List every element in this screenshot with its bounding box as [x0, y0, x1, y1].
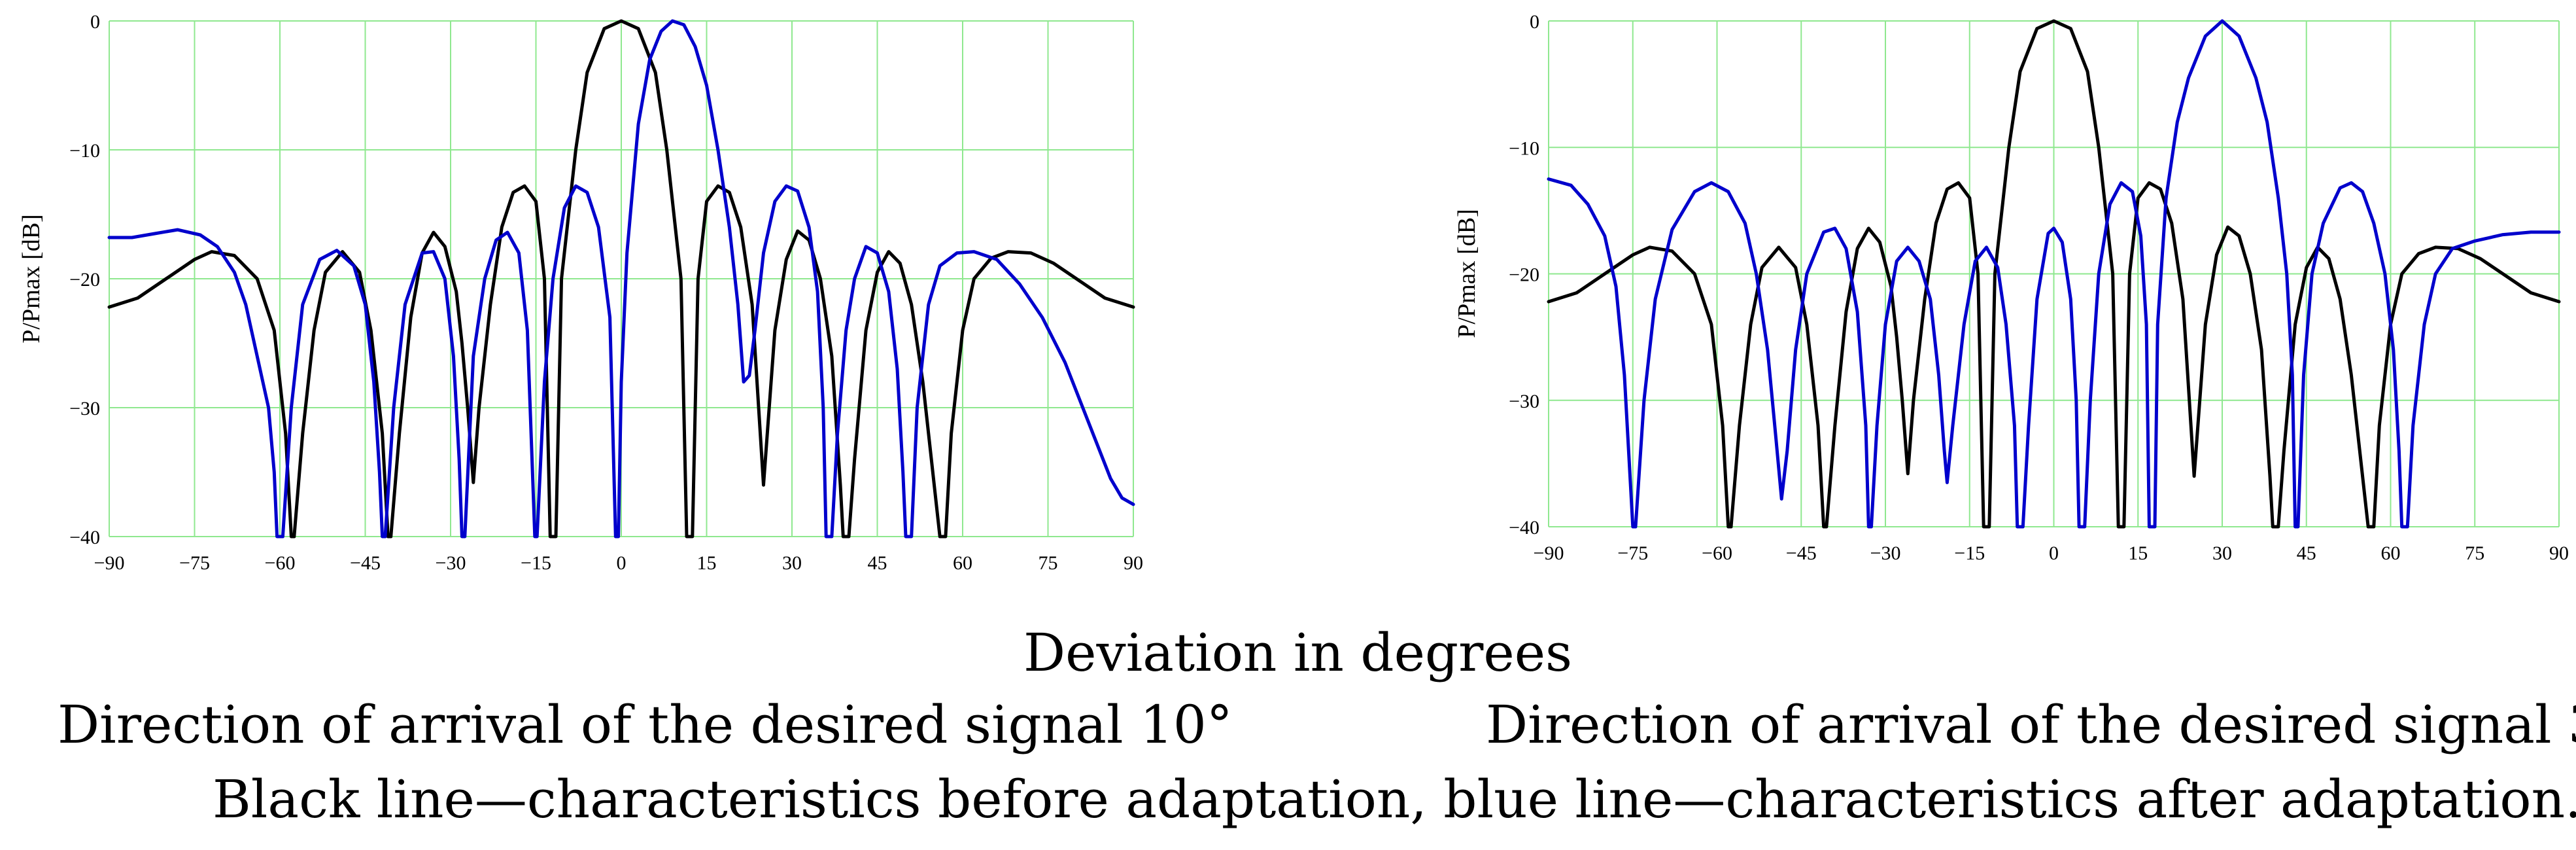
- chart-left-x-tick-label: 30: [782, 552, 802, 574]
- chart-right-tick-labels: −90 −75 −60 −45 −30 −15 0 15 30 45 60 75 90 0 −10 −20 −3…: [1509, 11, 2569, 564]
- shared-x-axis-label: Deviation in degrees: [1023, 622, 1573, 683]
- chart-right-y-tick-label: −10: [1509, 137, 1539, 159]
- chart-right-y-tick-label: −40: [1509, 517, 1539, 539]
- chart-right-x-tick-label: −45: [1786, 542, 1817, 564]
- chart-left: −90 −75 −60 −45 −30 −15 0 15 30 45 60 75 90 0 −10 −20 −3…: [18, 11, 1143, 574]
- chart-right-x-tick-label: 15: [2128, 542, 2148, 564]
- chart-left-caption: Direction of arrival of the desired sign…: [58, 694, 1233, 755]
- chart-left-y-tick-label: 0: [90, 11, 100, 33]
- chart-right-x-tick-label: 0: [2049, 542, 2059, 564]
- chart-right-x-tick-label: −90: [1534, 542, 1564, 564]
- chart-left-x-tick-label: −15: [521, 552, 551, 574]
- chart-right-x-tick-label: −15: [1954, 542, 1985, 564]
- chart-right: −90 −75 −60 −45 −30 −15 0 15 30 45 60 75 90 0 −10 −20 −3…: [1453, 11, 2569, 564]
- chart-right-x-tick-label: 75: [2465, 542, 2484, 564]
- chart-left-y-tick-label: −40: [69, 527, 100, 548]
- chart-left-x-tick-label: −45: [350, 552, 381, 574]
- chart-right-y-axis-label: P/Pmax [dB]: [1453, 209, 1481, 338]
- chart-left-x-tick-label: 60: [953, 552, 972, 574]
- chart-right-series-after-adaptation: [1547, 19, 2561, 529]
- chart-right-x-tick-label: −75: [1617, 542, 1648, 564]
- chart-left-y-tick-label: −20: [69, 269, 100, 291]
- chart-right-x-tick-label: 30: [2212, 542, 2232, 564]
- chart-left-x-tick-label: 15: [697, 552, 717, 574]
- chart-right-y-tick-label: −30: [1509, 391, 1539, 412]
- chart-left-x-tick-label: 75: [1039, 552, 1058, 574]
- chart-left-x-tick-label: 90: [1124, 552, 1143, 574]
- chart-right-grid: [1548, 20, 2560, 527]
- chart-right-x-tick-label: −60: [1702, 542, 1732, 564]
- chart-left-y-tick-label: −10: [69, 140, 100, 162]
- chart-right-x-tick-label: 60: [2381, 542, 2401, 564]
- chart-right-y-tick-label: −20: [1509, 264, 1539, 286]
- chart-right-series: [1547, 19, 2561, 529]
- chart-left-tick-labels: −90 −75 −60 −45 −30 −15 0 15 30 45 60 75 90 0 −10 −20 −3…: [69, 11, 1143, 574]
- legend-note: Black line—characteristics before adapta…: [213, 769, 2576, 830]
- chart-left-x-tick-label: −30: [436, 552, 466, 574]
- chart-right-caption: Direction of arrival of the desired sign…: [1486, 694, 2576, 755]
- chart-right-x-tick-label: 45: [2297, 542, 2316, 564]
- chart-left-y-tick-label: −30: [69, 398, 100, 419]
- chart-left-x-tick-label: 0: [617, 552, 627, 574]
- chart-left-y-axis-label: P/Pmax [dB]: [18, 214, 45, 343]
- chart-left-x-tick-label: −75: [179, 552, 210, 574]
- chart-left-x-tick-label: 45: [868, 552, 887, 574]
- chart-right-series-before-adaptation: [1547, 19, 2561, 529]
- chart-left-x-tick-label: −60: [265, 552, 296, 574]
- chart-right-x-tick-label: −30: [1870, 542, 1901, 564]
- chart-left-series: [107, 19, 1135, 539]
- chart-right-y-tick-label: 0: [1530, 11, 1539, 33]
- chart-right-x-tick-label: 90: [2549, 542, 2569, 564]
- chart-left-series-after-adaptation: [107, 19, 1135, 539]
- chart-left-x-tick-label: −90: [94, 552, 125, 574]
